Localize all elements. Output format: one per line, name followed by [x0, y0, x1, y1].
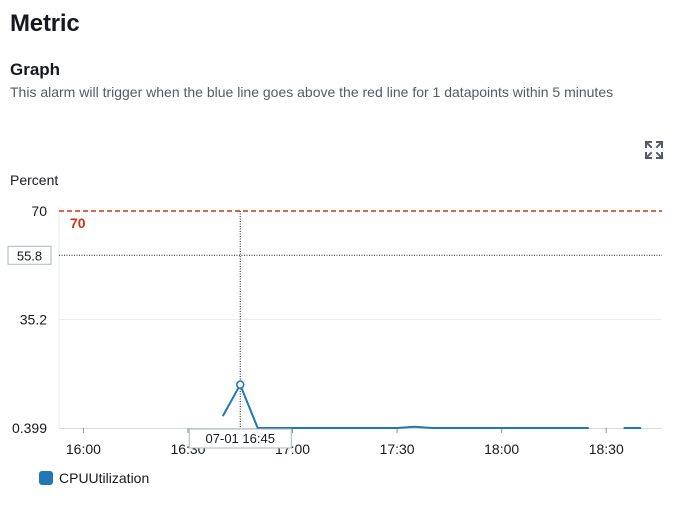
- y-tick-label: 70: [31, 203, 47, 219]
- hover-x-label-box: [188, 428, 292, 449]
- expand-button[interactable]: [641, 138, 667, 162]
- legend[interactable]: CPUUtilization: [39, 470, 149, 486]
- y-tick-label: 0.399: [12, 420, 47, 436]
- x-tick-label: 18:30: [589, 441, 624, 457]
- y-axis-label: Percent: [10, 172, 59, 188]
- x-tick-label: 17:30: [380, 441, 415, 457]
- x-tick-label: 18:00: [484, 441, 519, 457]
- page-title: Metric: [10, 10, 80, 37]
- legend-label: CPUUtilization: [59, 470, 150, 486]
- hover-y-label-box: [7, 245, 52, 265]
- series-line: [221, 383, 589, 429]
- x-tick-label: 16:00: [66, 441, 101, 457]
- legend-swatch: [39, 471, 53, 485]
- alarm-description: This alarm will trigger when the blue li…: [10, 84, 614, 100]
- threshold-label: 70: [70, 215, 86, 231]
- hover-y-label: 55.8: [17, 248, 42, 263]
- graph-title: Graph: [10, 60, 61, 79]
- y-tick-label: 35.2: [20, 311, 47, 327]
- hover-x-label: 07-01 16:45: [206, 431, 275, 446]
- hover-point: [235, 380, 245, 389]
- expand-icon: [644, 140, 664, 160]
